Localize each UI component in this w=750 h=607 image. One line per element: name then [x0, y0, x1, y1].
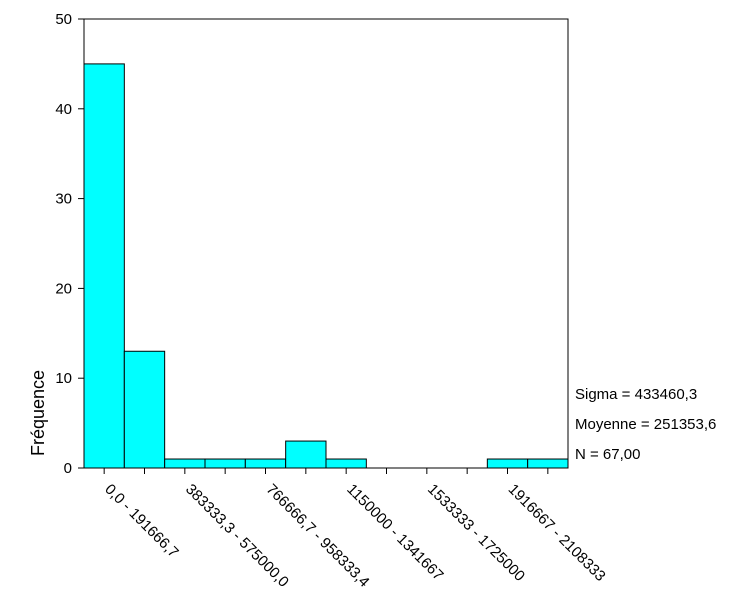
y-tick-label: 30: [55, 191, 72, 208]
histogram-bar: [204, 458, 246, 469]
y-axis-label: Fréquence: [28, 370, 48, 456]
histogram-bar: [164, 458, 206, 469]
histogram-bar: [527, 458, 569, 469]
histogram-bar: [325, 458, 367, 469]
stat-n: N = 67,00: [575, 446, 640, 463]
histogram-bar: [486, 458, 529, 469]
histogram-bar: [123, 350, 166, 469]
histogram-bar: [244, 458, 287, 469]
y-tick-label: 20: [55, 280, 72, 297]
x-tick-label: 0,0 - 191666,7: [101, 481, 181, 561]
y-tick-label: 10: [55, 370, 72, 387]
histogram-bar: [83, 63, 125, 469]
y-axis: 0 10 20 30 40 50: [55, 11, 84, 477]
y-tick-label: 0: [64, 460, 72, 477]
stat-mean: Moyenne = 251353,6: [575, 416, 716, 433]
histogram-bar: [285, 440, 327, 469]
x-axis: 0,0 - 191666,7 383333,3 - 575000,0766666,…: [101, 468, 609, 591]
stat-sigma: Sigma = 433460,3: [575, 386, 697, 403]
y-tick-label: 50: [55, 11, 72, 28]
y-tick-label: 40: [55, 101, 72, 118]
bars-group: [83, 63, 569, 469]
